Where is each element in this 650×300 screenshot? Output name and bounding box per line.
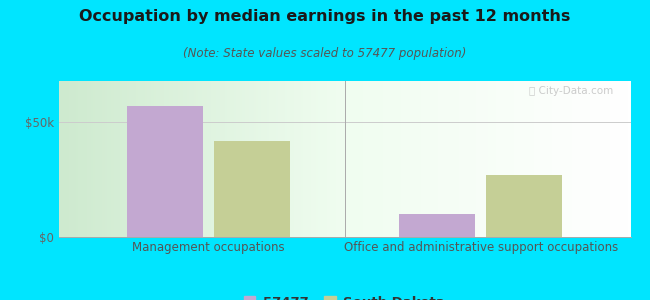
Text: Occupation by median earnings in the past 12 months: Occupation by median earnings in the pas…	[79, 9, 571, 24]
Bar	[399, 214, 475, 237]
Bar	[486, 175, 562, 237]
Legend: 57477, South Dakota: 57477, South Dakota	[239, 290, 450, 300]
Text: (Note: State values scaled to 57477 population): (Note: State values scaled to 57477 popu…	[183, 46, 467, 59]
Bar	[214, 141, 290, 237]
Bar	[127, 106, 203, 237]
Text: ⓘ City-Data.com: ⓘ City-Data.com	[529, 86, 614, 96]
